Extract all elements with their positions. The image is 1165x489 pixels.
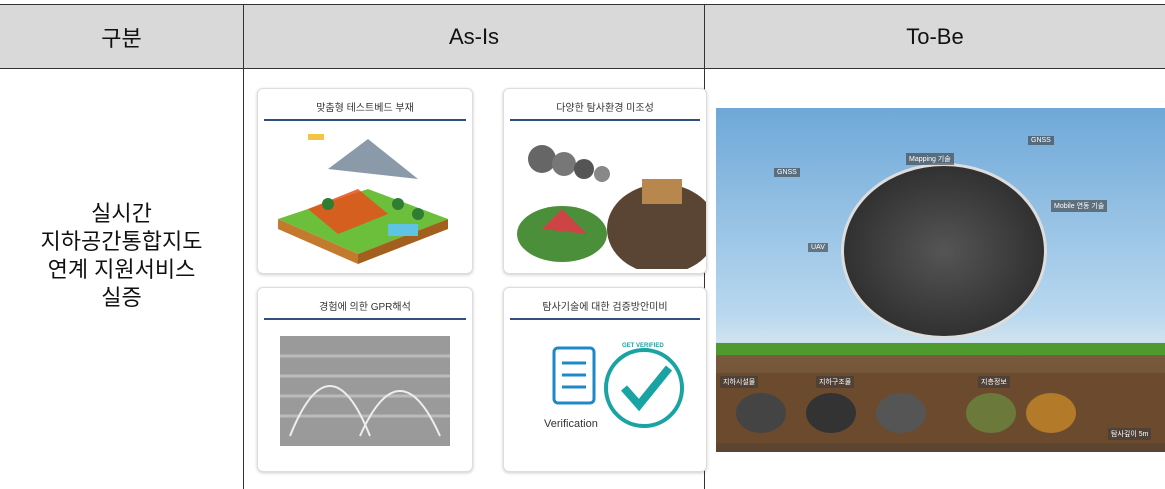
to-be-image: GNSS Mapping 기술 GNSS Mobile 연동 기술 UAV 지하…: [716, 108, 1165, 452]
image-label: Mapping 기술: [906, 153, 954, 165]
illustration: [517, 145, 706, 269]
card: 경험에 의한 GPR해석: [257, 287, 473, 472]
border: [0, 68, 1165, 69]
illustration: [280, 336, 450, 446]
header-cell: To-Be: [705, 5, 1165, 68]
row-label: 실시간 지하공간통합지도 연계 지원서비스 실증: [0, 200, 243, 312]
image-label: GNSS: [774, 168, 800, 177]
card-title: 탐사기술에 대한 검증방안미비: [542, 302, 668, 313]
image-label: UAV: [808, 243, 828, 252]
header-cell: As-Is: [244, 5, 704, 68]
label-line: 실시간: [91, 201, 152, 226]
image-label: 탐사깊이 5m: [1108, 428, 1152, 440]
illustration: [552, 346, 684, 428]
border: [0, 4, 1165, 5]
header-cell: 구분: [0, 5, 243, 68]
image-label: 지하구조물: [816, 376, 855, 388]
label-line: 지하공간통합지도: [40, 229, 203, 254]
stamp-text: GET VERIFIED: [622, 343, 664, 349]
border: [243, 5, 244, 489]
card-title: 다양한 탐사환경 미조성: [556, 103, 654, 114]
label-line: 연계 지원서비스: [47, 257, 196, 282]
label-line: 실증: [101, 285, 142, 310]
image-label: GNSS: [1028, 136, 1054, 145]
verification-label: Verification: [544, 418, 598, 430]
image-label: Mobile 연동 기술: [1051, 200, 1108, 212]
card-title: 경험에 의한 GPR해석: [319, 302, 411, 313]
image-label: 지하시설물: [720, 376, 759, 388]
card: 탐사기술에 대한 검증방안미비 Verification GET VERIFIE…: [503, 287, 707, 472]
illustration: [278, 134, 448, 264]
card: 맞춤형 테스트베드 부재: [257, 88, 473, 274]
image-label: 지층정보: [978, 376, 1010, 388]
card-title: 맞춤형 테스트베드 부재: [316, 103, 414, 114]
card: 다양한 탐사환경 미조성: [503, 88, 707, 274]
